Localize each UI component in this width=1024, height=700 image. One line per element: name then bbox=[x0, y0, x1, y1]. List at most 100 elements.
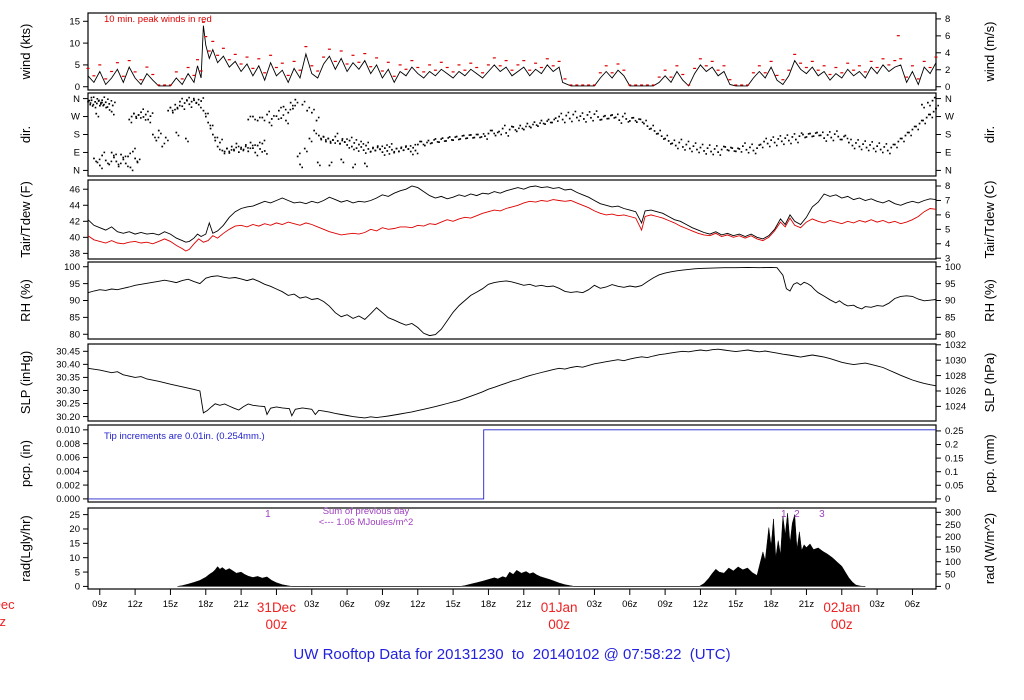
axis-label-right-tair: Tair/Tdew (C) bbox=[982, 180, 997, 258]
y-tick-label-right-tair: 8 bbox=[945, 181, 950, 192]
y-tick-label-left-rad: 15 bbox=[69, 539, 80, 550]
x-tick-label: 03z bbox=[587, 599, 603, 610]
y-tick-label-right-wind: 0 bbox=[945, 82, 950, 93]
y-tick-label-left-dir: S bbox=[74, 130, 80, 141]
y-tick-label-right-tair: 4 bbox=[945, 239, 950, 250]
y-tick-label-right-slp: 1028 bbox=[945, 371, 966, 382]
panel-box-slp bbox=[87, 343, 937, 422]
y-tick-label-right-pcp: 0.05 bbox=[945, 480, 964, 491]
x-tick-label: 15z bbox=[728, 599, 744, 610]
y-tick-label-left-rad: 10 bbox=[69, 553, 80, 564]
y-tick-label-right-tair: 6 bbox=[945, 210, 950, 221]
y-tick-label-right-dir: E bbox=[945, 148, 951, 159]
axis-label-left-dir: dir. bbox=[18, 126, 33, 143]
x-date-label: 02Jan bbox=[823, 600, 860, 615]
y-tick-label-left-rad: 20 bbox=[69, 524, 80, 535]
y-tick-label-left-dir: N bbox=[73, 94, 80, 105]
x-tick-label: 06z bbox=[905, 599, 921, 610]
y-tick-label-right-rad: 0 bbox=[945, 582, 950, 593]
axis-label-right-slp: SLP (hPa) bbox=[982, 353, 997, 413]
y-tick-label-right-dir: S bbox=[945, 130, 951, 141]
y-tick-label-right-rad: 200 bbox=[945, 532, 961, 543]
y-tick-label-left-tair: 40 bbox=[69, 233, 80, 244]
y-tick-label-left-dir: N bbox=[73, 166, 80, 177]
x-tick-label: 18z bbox=[198, 599, 214, 610]
y-tick-label-right-rad: 300 bbox=[945, 508, 961, 519]
x-tick-label: 12z bbox=[410, 599, 426, 610]
y-tick-label-left-slp: 30.25 bbox=[56, 399, 80, 410]
axis-label-left-tair: Tair/Tdew (F) bbox=[18, 181, 33, 258]
rad-event-mark: 2 bbox=[794, 509, 800, 520]
axis-label-right-dir: dir. bbox=[982, 126, 997, 143]
y-tick-label-right-rh: 85 bbox=[945, 313, 956, 324]
y-tick-label-right-rad: 100 bbox=[945, 557, 961, 568]
series-wind_avg_kts bbox=[87, 25, 937, 87]
y-tick-label-right-slp: 1032 bbox=[945, 340, 966, 351]
axis-label-left-slp: SLP (inHg) bbox=[18, 351, 33, 414]
series-pcp_accum_in bbox=[88, 429, 936, 500]
y-tick-label-right-rad: 50 bbox=[945, 569, 956, 580]
y-tick-label-left-wind: 10 bbox=[69, 38, 80, 49]
series-tair_f bbox=[87, 185, 937, 243]
y-tick-label-right-pcp: 0.15 bbox=[945, 453, 964, 464]
panel-box-rh bbox=[87, 261, 937, 340]
series-tdew_f bbox=[87, 199, 937, 252]
pcp-tip-note: Tip increments are 0.01in. (0.254mm.) bbox=[104, 431, 265, 442]
y-tick-label-left-pcp: 0.010 bbox=[56, 425, 80, 436]
y-tick-label-right-tair: 3 bbox=[945, 253, 950, 264]
x-date-label: 01Jan bbox=[541, 600, 578, 615]
y-tick-label-left-slp: 30.35 bbox=[56, 373, 80, 384]
y-tick-label-right-slp: 1030 bbox=[945, 355, 966, 366]
x-date-label: 31Dec bbox=[257, 600, 296, 615]
y-tick-label-right-rh: 90 bbox=[945, 296, 956, 307]
x-tick-label: 06z bbox=[622, 599, 638, 610]
panel-box-tair bbox=[87, 179, 937, 260]
y-tick-label-right-dir: W bbox=[945, 112, 954, 123]
y-tick-label-right-rh: 95 bbox=[945, 279, 956, 290]
y-tick-label-left-pcp: 0.000 bbox=[56, 494, 80, 505]
rad-event-mark: 1 bbox=[265, 509, 271, 520]
y-tick-label-left-rh: 80 bbox=[69, 329, 80, 340]
y-tick-label-left-pcp: 0.002 bbox=[56, 480, 80, 491]
axis-label-left-rad: rad(Lgly/hr) bbox=[18, 515, 33, 581]
x-date-label2: 00z bbox=[266, 617, 288, 632]
axis-label-right-pcp: pcp. (mm) bbox=[982, 434, 997, 493]
y-tick-label-right-pcp: 0 bbox=[945, 494, 950, 505]
x-date-label2: 00z bbox=[548, 617, 570, 632]
y-tick-label-left-wind: 15 bbox=[69, 16, 80, 27]
y-tick-label-left-rad: 0 bbox=[75, 582, 80, 593]
rad-event-mark: 1 bbox=[781, 509, 787, 520]
axis-label-left-rh: RH (%) bbox=[18, 279, 33, 322]
y-tick-label-right-rh: 80 bbox=[945, 329, 956, 340]
panel-box-rad bbox=[87, 507, 937, 590]
series-rh_pct bbox=[87, 266, 937, 337]
y-tick-label-right-pcp: 0.1 bbox=[945, 467, 958, 478]
y-tick-label-right-rad: 150 bbox=[945, 545, 961, 556]
axis-label-right-rh: RH (%) bbox=[982, 279, 997, 322]
rad-event-mark: 3 bbox=[819, 509, 825, 520]
y-tick-label-right-slp: 1026 bbox=[945, 386, 966, 397]
clipped-prev-date-line2: 00z bbox=[0, 614, 6, 629]
y-tick-label-left-slp: 30.20 bbox=[56, 412, 80, 423]
axis-label-right-wind: wind (m/s) bbox=[982, 22, 997, 83]
x-tick-label: 06z bbox=[339, 599, 355, 610]
axis-label-left-pcp: pcp. (in) bbox=[18, 440, 33, 487]
x-tick-label: 12z bbox=[693, 599, 709, 610]
y-tick-label-right-wind: 6 bbox=[945, 31, 950, 42]
rad-sum-note-line1: Sum of previous day bbox=[322, 506, 410, 517]
y-tick-label-left-pcp: 0.008 bbox=[56, 439, 80, 450]
y-tick-label-right-dir: N bbox=[945, 166, 952, 177]
x-tick-label: 18z bbox=[763, 599, 779, 610]
y-tick-label-right-slp: 1024 bbox=[945, 402, 966, 413]
y-tick-label-left-pcp: 0.006 bbox=[56, 453, 80, 464]
y-tick-label-right-wind: 4 bbox=[945, 48, 950, 59]
y-tick-label-left-tair: 46 bbox=[69, 184, 80, 195]
y-tick-label-right-rad: 250 bbox=[945, 520, 961, 531]
y-tick-label-left-rh: 85 bbox=[69, 313, 80, 324]
y-tick-label-right-wind: 8 bbox=[945, 14, 950, 25]
y-tick-label-left-rh: 90 bbox=[69, 296, 80, 307]
panel-box-pcp bbox=[87, 424, 937, 503]
clipped-prev-date-line1: 30Dec bbox=[0, 597, 15, 612]
x-tick-label: 21z bbox=[233, 599, 249, 610]
